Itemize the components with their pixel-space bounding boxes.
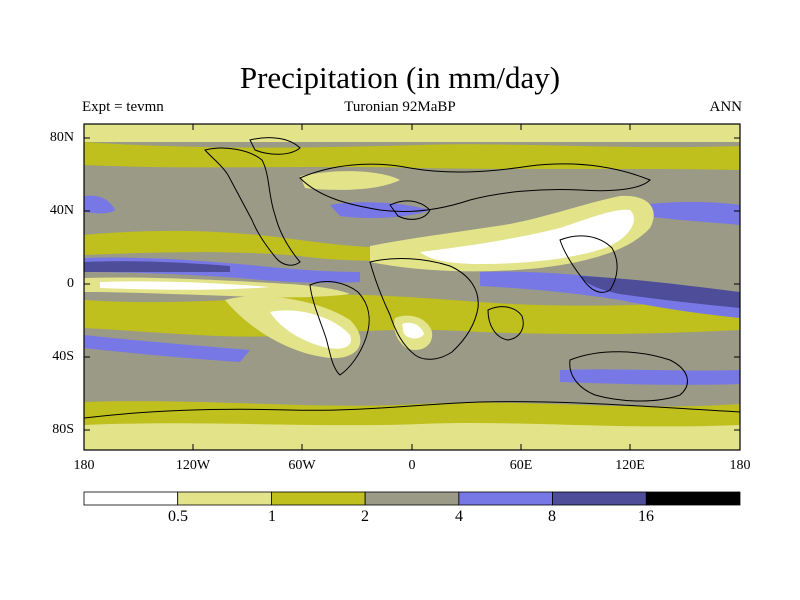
tethys-dry-core [420, 209, 634, 264]
colorbar-label-4: 8 [548, 508, 556, 525]
africa-south-core [402, 322, 424, 339]
africa-coast [369, 258, 479, 360]
indian-wet-core [580, 276, 740, 308]
tick-marks [83, 124, 741, 450]
greenland-coast [249, 137, 301, 155]
south-america-coast [309, 281, 370, 376]
south-wet-band-2 [560, 369, 740, 385]
colorbar-box-0 [83, 491, 179, 506]
arctic-band-light [84, 124, 740, 142]
india-coast [487, 306, 524, 341]
colorbar [83, 491, 741, 506]
north-dry-band [84, 230, 460, 261]
north-america-coast [204, 147, 301, 266]
laurasia-coast [299, 163, 651, 212]
lon-label-180e: 180 [729, 458, 751, 473]
lon-label-0: 0 [408, 458, 416, 473]
lon-label-180w: 180 [73, 458, 95, 473]
mid-lat-wet-north [84, 195, 115, 214]
map-title: Precipitation (in mm/day) [239, 60, 561, 95]
arctic-light-patch [300, 171, 400, 190]
asia-east-coast [559, 235, 618, 293]
colorbar-label-0: 0.5 [168, 508, 188, 525]
lat-label-40n: 40N [49, 203, 74, 218]
period-label: Turonian 92MaBP [344, 99, 456, 115]
colorbar-box-4 [458, 491, 553, 506]
arctic-band-mid [84, 142, 740, 170]
australia-coast [569, 351, 688, 402]
colorbar-label-1: 1 [268, 508, 276, 525]
colorbar-label-3: 4 [455, 508, 463, 525]
equator-dry-core [100, 281, 270, 290]
experiment-label: Expt = tevmn [82, 99, 164, 115]
lon-label-60w: 60W [288, 458, 316, 473]
lat-label-80s: 80S [52, 422, 74, 437]
season-label: ANN [709, 99, 743, 115]
colorbar-label-2: 2 [361, 508, 369, 525]
contour-fields [84, 124, 740, 450]
antarctic-band-light [84, 423, 740, 450]
lat-label-80n: 80N [49, 130, 74, 145]
colorbar-box-2 [271, 491, 366, 506]
lat-label-40s: 40S [52, 349, 74, 364]
itcz-band-dark [84, 261, 230, 272]
colorbar-box-5 [552, 491, 647, 506]
south-wet-band [84, 335, 250, 362]
colorbar-box-6 [645, 491, 741, 506]
antarctica-coast [84, 401, 740, 419]
south-pacific-core [270, 310, 351, 349]
colorbar-label-5: 16 [638, 508, 654, 525]
lon-label-120w: 120W [175, 458, 211, 473]
lon-label-60e: 60E [509, 458, 533, 473]
pacific-wet-north [640, 201, 740, 225]
lon-label-120e: 120E [615, 458, 645, 473]
indian-wet-band [480, 271, 740, 318]
europe-coast [389, 200, 431, 220]
coastlines [84, 137, 740, 419]
colorbar-box-3 [364, 491, 460, 506]
colorbar-box-1 [177, 491, 272, 506]
lat-label-0: 0 [67, 276, 74, 291]
